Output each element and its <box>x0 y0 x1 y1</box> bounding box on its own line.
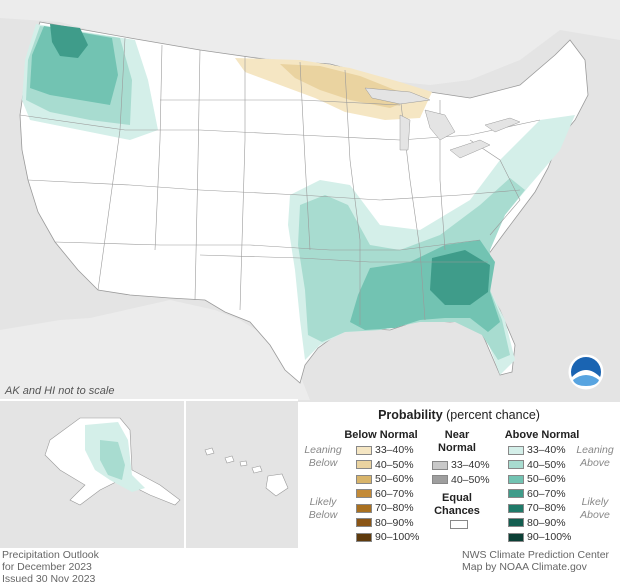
near-normal-swatch <box>432 475 448 484</box>
alaska-above-normal-40-50 <box>100 440 125 480</box>
near-normal-row: 40–50% <box>432 474 490 486</box>
below-normal-swatch <box>356 489 372 498</box>
above-normal-row: 70–80% <box>508 502 566 514</box>
below-normal-row: 90–100% <box>356 531 419 543</box>
source-credit: NWS Climate Prediction Center <box>462 549 610 561</box>
noaa-logo <box>568 354 604 390</box>
above-normal-label: 60–70% <box>527 487 566 500</box>
below-normal-row: 40–50% <box>356 459 414 471</box>
above-normal-header: Above Normal <box>504 429 580 441</box>
above-normal-swatch <box>508 445 524 455</box>
above-normal-label: 90–100% <box>527 531 572 543</box>
above-normal-row: 60–70% <box>508 488 566 500</box>
above-normal-swatch <box>508 518 524 527</box>
above-normal-label: 40–50% <box>527 458 566 471</box>
near-normal-label: 33–40% <box>451 459 490 471</box>
above-normal-label: 70–80% <box>527 502 566 514</box>
above-normal-60-70-se <box>430 250 490 305</box>
near-normal-header-2: Normal <box>438 442 476 454</box>
issue-date: Issued 30 Nov 2023 <box>2 573 96 585</box>
legend: Probability (percent chance) Below Norma… <box>298 402 620 548</box>
above-normal-row: 80–90% <box>508 517 566 529</box>
below-normal-row: 60–70% <box>356 488 414 500</box>
below-normal-swatch <box>356 532 372 542</box>
above-normal-row: 50–60% <box>508 473 566 485</box>
above-normal-swatch <box>508 474 524 484</box>
near-normal-label: 40–50% <box>451 473 490 486</box>
canada-land <box>0 0 620 85</box>
above-normal-swatch <box>508 503 524 513</box>
below-normal-swatch <box>356 518 372 527</box>
above-normal-swatch <box>508 489 524 498</box>
great-lakes <box>364 87 521 159</box>
below-normal-header: Below Normal <box>344 429 418 441</box>
equal-chances-swatch <box>450 520 468 529</box>
below-normal-row: 33–40% <box>356 444 414 456</box>
below-normal-label: 50–60% <box>375 473 414 485</box>
below-normal-row: 70–80% <box>356 502 414 514</box>
below-normal-label: 60–70% <box>375 487 414 500</box>
leaning-above-note: Leaning Above <box>576 444 614 469</box>
state-borders <box>19 37 541 325</box>
below-normal-row: 80–90% <box>356 517 414 529</box>
below-normal-label: 90–100% <box>375 531 420 543</box>
mexico-land <box>0 300 310 400</box>
equal-chances-label-1: Equal <box>442 492 472 504</box>
below-normal-swatch <box>356 460 372 469</box>
above-normal-label: 80–90% <box>527 516 566 529</box>
above-normal-60-70-pnw <box>50 24 88 58</box>
gulf-of-mexico <box>300 330 505 400</box>
likely-below-note: Likely Below <box>308 496 338 521</box>
above-normal-swatch <box>508 532 524 542</box>
below-normal-swatch <box>356 445 372 455</box>
footer-right: NWS Climate Prediction Center Map by NOA… <box>462 549 609 573</box>
outlook-title: Precipitation Outlook <box>2 549 99 561</box>
above-normal-row: 90–100% <box>508 531 571 543</box>
outlook-period: for December 2023 <box>2 561 92 573</box>
legend-title: Probability (percent chance) <box>378 408 540 422</box>
below-normal-swatch <box>356 503 372 513</box>
equal-chances-label-2: Chances <box>434 505 480 517</box>
above-normal-row: 40–50% <box>508 459 566 471</box>
below-normal-label: 40–50% <box>375 458 414 471</box>
map-credit: Map by NOAA Climate.gov <box>462 561 587 573</box>
below-normal-swatch <box>356 474 372 484</box>
near-normal-swatch <box>432 460 448 470</box>
above-normal-swatch <box>508 460 524 469</box>
hawaii-islands <box>204 447 289 497</box>
below-normal-label: 70–80% <box>375 502 414 514</box>
above-normal-row: 33–40% <box>508 444 566 456</box>
likely-above-note: Likely Above <box>580 496 610 521</box>
above-normal-label: 50–60% <box>527 473 566 485</box>
below-normal-label: 33–40% <box>375 444 414 456</box>
footer-left: Precipitation Outlook for December 2023 … <box>2 549 99 585</box>
near-normal-row: 33–40% <box>432 459 490 471</box>
leaning-below-note: Leaning Below <box>304 444 342 469</box>
scale-note: AK and HI not to scale <box>5 385 115 397</box>
below-normal-label: 80–90% <box>375 516 414 529</box>
above-normal-50-60-pnw <box>30 26 118 105</box>
above-normal-label: 33–40% <box>527 444 566 456</box>
near-normal-header-1: Near <box>444 429 470 441</box>
below-normal-row: 50–60% <box>356 473 414 485</box>
